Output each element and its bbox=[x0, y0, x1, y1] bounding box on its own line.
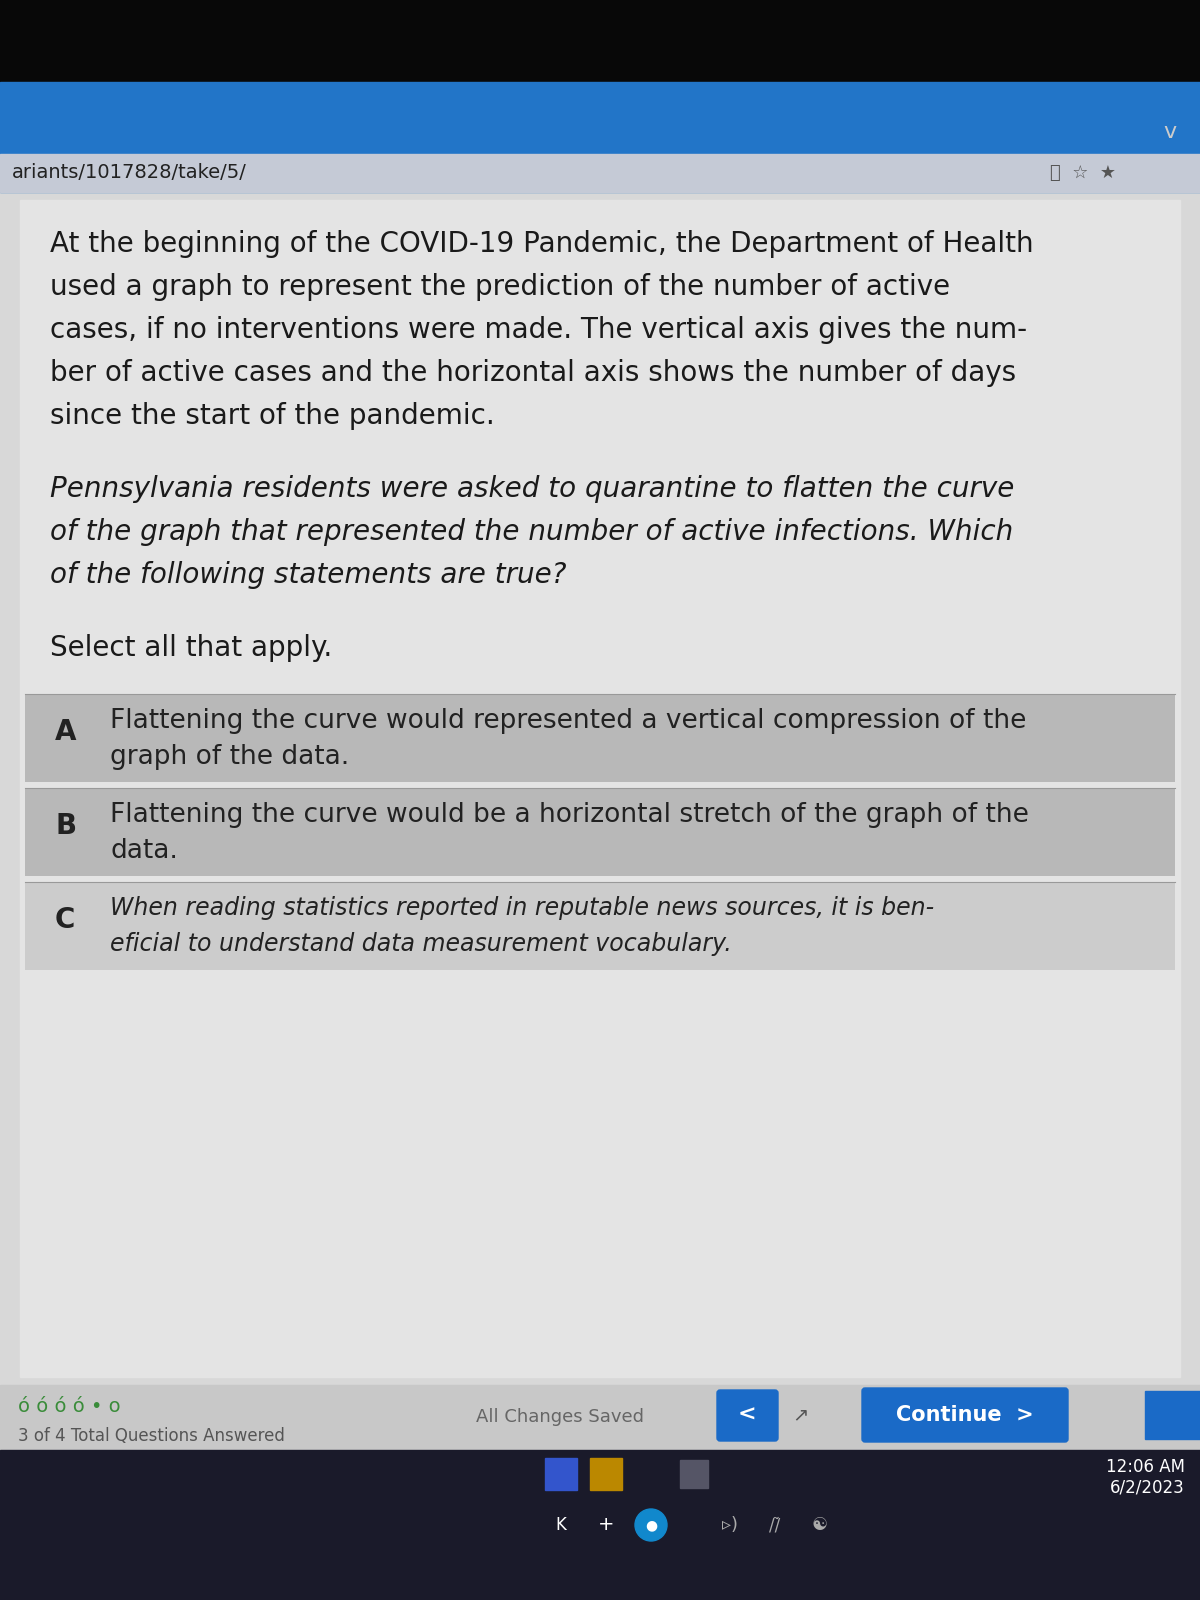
Text: 6/2/2023: 6/2/2023 bbox=[1110, 1478, 1186, 1496]
Text: data.: data. bbox=[110, 838, 178, 864]
Text: 12:06 AM: 12:06 AM bbox=[1106, 1458, 1186, 1475]
Text: ⎘  ☆  ★: ⎘ ☆ ★ bbox=[1050, 165, 1116, 182]
Text: K: K bbox=[556, 1517, 566, 1534]
Bar bbox=[25, 787, 1175, 877]
Text: Pennsylvania residents were asked to quarantine to flatten the curve: Pennsylvania residents were asked to qua… bbox=[50, 475, 1014, 502]
Bar bbox=[0, 1450, 1200, 1600]
Text: Flattening the curve would represented a vertical compression of the: Flattening the curve would represented a… bbox=[110, 707, 1026, 734]
Text: 3 of 4 Total Questions Answered: 3 of 4 Total Questions Answered bbox=[18, 1427, 284, 1445]
Bar bbox=[25, 882, 1175, 970]
Text: ↗: ↗ bbox=[792, 1405, 808, 1424]
Text: Select all that apply.: Select all that apply. bbox=[50, 634, 332, 662]
Bar bbox=[0, 154, 1200, 192]
Bar bbox=[25, 694, 1175, 782]
Text: C: C bbox=[55, 906, 76, 934]
Bar bbox=[590, 1458, 622, 1490]
Text: used a graph to represent the prediction of the number of active: used a graph to represent the prediction… bbox=[50, 274, 950, 301]
Text: ó ó ó ó • o: ó ó ó ó • o bbox=[18, 1397, 121, 1416]
Text: ▹): ▹) bbox=[722, 1517, 738, 1534]
Text: graph of the data.: graph of the data. bbox=[110, 744, 349, 770]
Text: B: B bbox=[55, 813, 76, 840]
Bar bbox=[680, 1459, 708, 1488]
Text: ●: ● bbox=[644, 1518, 658, 1533]
Bar bbox=[0, 0, 1200, 82]
Text: v: v bbox=[1164, 122, 1176, 142]
Text: When reading statistics reported in reputable news sources, it is ben-: When reading statistics reported in repu… bbox=[110, 896, 934, 920]
FancyBboxPatch shape bbox=[862, 1387, 1068, 1442]
Text: ☯: ☯ bbox=[812, 1517, 828, 1534]
Text: Flattening the curve would be a horizontal stretch of the graph of the: Flattening the curve would be a horizont… bbox=[110, 802, 1028, 829]
Text: cases, if no interventions were made. The vertical axis gives the num-: cases, if no interventions were made. Th… bbox=[50, 317, 1027, 344]
Text: of the graph that represented the number of active infections. Which: of the graph that represented the number… bbox=[50, 518, 1013, 546]
Bar bbox=[1145, 1390, 1200, 1438]
Text: A: A bbox=[55, 718, 77, 746]
Text: At the beginning of the COVID-19 Pandemic, the Department of Health: At the beginning of the COVID-19 Pandemi… bbox=[50, 230, 1033, 258]
Bar bbox=[0, 192, 1200, 1386]
Circle shape bbox=[635, 1509, 667, 1541]
Text: since the start of the pandemic.: since the start of the pandemic. bbox=[50, 402, 494, 430]
Text: ariants/1017828/take/5/: ariants/1017828/take/5/ bbox=[12, 163, 247, 182]
Text: ber of active cases and the horizontal axis shows the number of days: ber of active cases and the horizontal a… bbox=[50, 358, 1016, 387]
Text: of the following statements are true?: of the following statements are true? bbox=[50, 562, 566, 589]
Text: All Changes Saved: All Changes Saved bbox=[476, 1408, 644, 1426]
Bar bbox=[0, 1386, 1200, 1450]
Text: Continue  >: Continue > bbox=[896, 1405, 1034, 1426]
Text: +: + bbox=[598, 1515, 614, 1534]
Bar bbox=[20, 200, 1180, 1378]
FancyBboxPatch shape bbox=[718, 1390, 778, 1442]
Text: //̃: //̃ bbox=[769, 1517, 781, 1534]
Text: <: < bbox=[738, 1405, 756, 1426]
Bar bbox=[0, 82, 1200, 192]
Text: eficial to understand data measurement vocabulary.: eficial to understand data measurement v… bbox=[110, 931, 732, 955]
Bar bbox=[545, 1458, 577, 1490]
